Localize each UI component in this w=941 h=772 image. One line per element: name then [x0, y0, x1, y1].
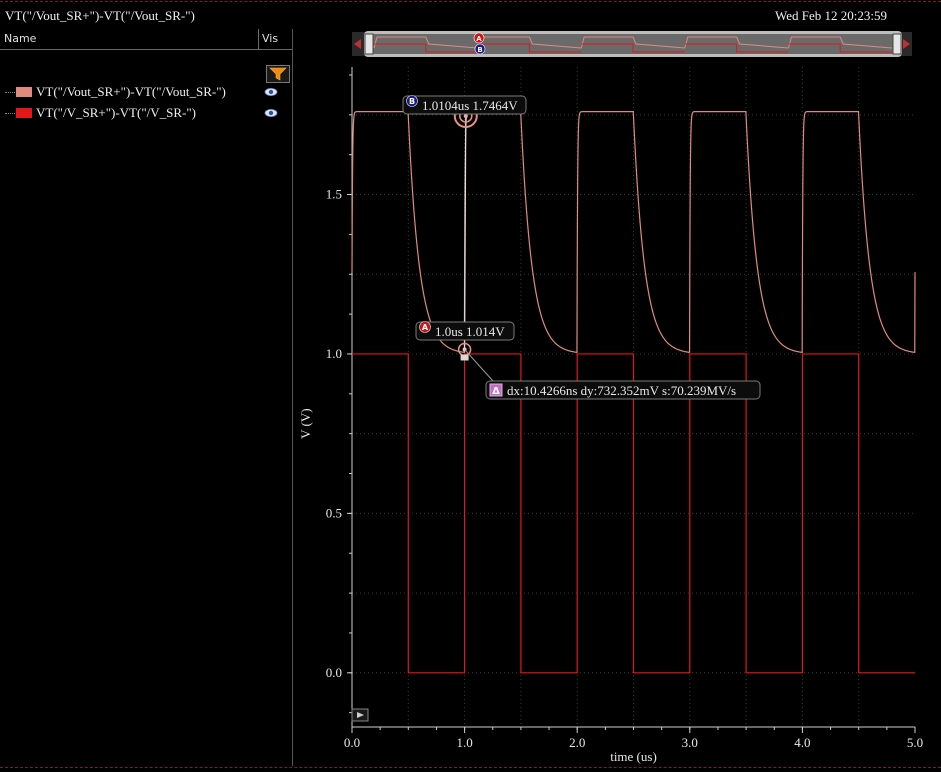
overview-marker-b[interactable]: [474, 43, 486, 55]
timestamp: Wed Feb 12 20:23:59: [775, 8, 887, 23]
top-divider: [0, 1, 941, 2]
x-tick-label: 3.0: [682, 735, 698, 750]
visibility-eye-icon[interactable]: [264, 107, 278, 119]
overview-series-v: [374, 43, 892, 53]
signal-row-vout-sr[interactable]: VT("/Vout_SR+")-VT("/Vout_SR-"): [0, 83, 292, 103]
overview-zoom-strip[interactable]: AB: [352, 30, 912, 58]
window-title: VT("/Vout_SR+")-VT("/Vout_SR-"): [5, 8, 195, 23]
column-header-name[interactable]: Name: [4, 32, 37, 45]
delta-label-badge: [489, 383, 503, 397]
column-separator[interactable]: [258, 29, 259, 49]
overview-marker-a[interactable]: [473, 32, 485, 44]
signal-label: VT("/Vout_SR+")-VT("/Vout_SR-"): [36, 84, 226, 99]
signal-color-swatch[interactable]: [16, 87, 32, 97]
marker-b-label-badge: [406, 95, 418, 107]
marker-b-label-badge-letter: B: [409, 97, 415, 106]
x-tick-label: 1.0: [456, 735, 472, 750]
scroll-left-arrow-icon[interactable]: [354, 39, 361, 49]
x-tick-label: 2.0: [569, 735, 585, 750]
y-tick-label: 1.5: [326, 187, 342, 202]
y-tick-label: 0.0: [326, 665, 342, 680]
signal-browser-panel: Name Vis VT("/Vout_SR+")-VT("/Vout_SR-")…: [0, 29, 293, 766]
y-tick-label: 0.5: [326, 505, 342, 520]
delta-label-badge-letter: Δ: [492, 386, 500, 397]
column-header-vis[interactable]: Vis: [262, 32, 279, 45]
y-axis-label: V (V): [298, 408, 313, 438]
overview-series-vout: [373, 36, 893, 49]
signal-color-swatch[interactable]: [16, 108, 32, 118]
signal-row-v-sr[interactable]: VT("/V_SR+")-VT("/V_SR-"): [0, 104, 292, 124]
overview-right-handle[interactable]: [892, 33, 902, 55]
overview-marker-b-letter: B: [477, 46, 482, 54]
waveform-chart[interactable]: 0.0 0.5 1.0 1.5 0.0 1.0 2.0 3.0 4.0 5.0 time (us) V…: [293, 29, 941, 766]
play-icon: [357, 712, 364, 718]
marker-b-label-box[interactable]: [402, 95, 527, 115]
signal-list-header: Name Vis: [0, 29, 292, 50]
marker-a-label-badge: [419, 321, 431, 333]
waveform-plot-area[interactable]: 0.0 0.5 1.0 1.5 0.0 1.0 2.0 3.0 4.0 5.0 time (us) V…: [293, 29, 941, 766]
marker-b-label-text: 1.0104us 1.7464V: [422, 98, 518, 113]
delta-connector: [464, 349, 494, 382]
overview-marker-a-letter: A: [476, 35, 482, 43]
tree-connector: [5, 92, 15, 93]
delta-label-box[interactable]: [485, 380, 761, 400]
marker-a-handle[interactable]: [460, 354, 469, 361]
delta-label-text: dx:10.4266ns dy:732.352mV s:70.239MV/s: [507, 383, 736, 398]
title-bar: VT("/Vout_SR+")-VT("/Vout_SR-") Wed Feb …: [0, 0, 941, 30]
delta-link-line: [464, 115, 467, 350]
filter-button[interactable]: [266, 65, 290, 83]
marker-a-label-box[interactable]: [415, 321, 515, 341]
bottom-divider: [0, 767, 941, 768]
visibility-eye-icon[interactable]: [264, 86, 278, 98]
series-line-v-sr[interactable]: [352, 353, 915, 674]
marker-a-label-badge-letter: A: [422, 323, 429, 332]
signal-label: VT("/V_SR+")-VT("/V_SR-"): [36, 105, 196, 120]
scroll-right-arrow-icon[interactable]: [903, 39, 910, 49]
marker-b-target-dot: [463, 113, 468, 118]
overview-left-handle[interactable]: [364, 33, 374, 55]
marker-a-label-text: 1.0us 1.014V: [435, 324, 505, 339]
x-tick-label: 0.0: [344, 735, 360, 750]
y-tick-label: 1.0: [326, 346, 342, 361]
funnel-icon: [269, 67, 287, 81]
x-tick-label: 4.0: [794, 735, 810, 750]
tree-connector: [5, 113, 15, 114]
x-axis-label: time (us): [610, 749, 657, 764]
x-tick-label: 5.0: [907, 735, 923, 750]
series-line-vout-sr[interactable]: [351, 111, 916, 354]
